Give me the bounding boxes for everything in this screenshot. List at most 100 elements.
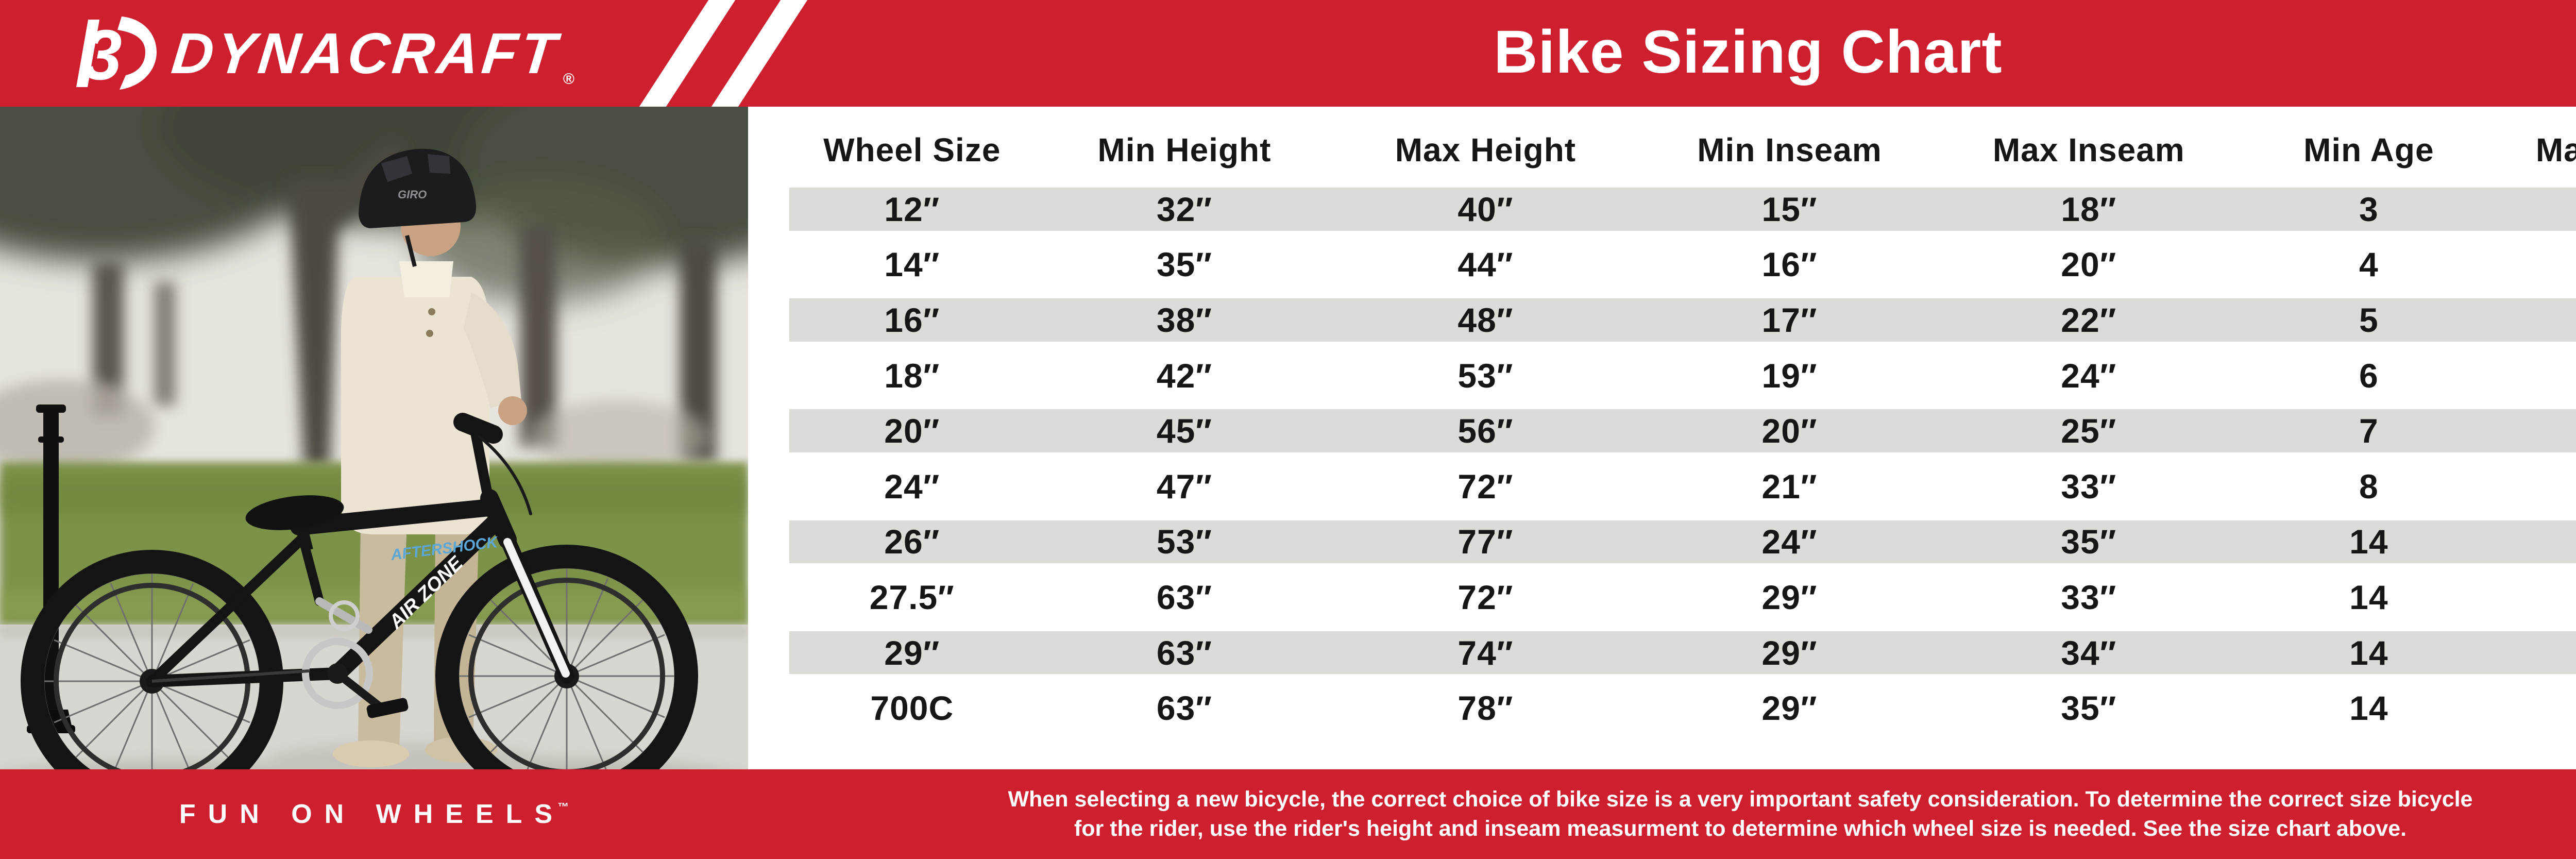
tagline: FUN ON WHEELS ™ bbox=[0, 769, 748, 859]
table-cell: 700C bbox=[870, 689, 954, 728]
boy-arm bbox=[464, 292, 521, 408]
table-cell: 99 bbox=[2502, 578, 2576, 617]
table-cell: 29″ bbox=[1761, 633, 1818, 672]
table-row: 26″ 53″ 77″ 24″ 35″ 14 99 bbox=[789, 514, 2576, 570]
table-cell: 18″ bbox=[884, 356, 940, 395]
table-row: 12″ 32″ 40″ 15″ 18″ 3 5 bbox=[789, 181, 2576, 237]
column-header: Min Inseam bbox=[1697, 131, 1882, 169]
table-cell: 22″ bbox=[2061, 300, 2117, 339]
dynacraft-logo: 3 DYNACRAFT ® bbox=[61, 13, 574, 93]
bike-frame bbox=[146, 413, 574, 687]
table-cell: 14 bbox=[2349, 689, 2388, 728]
table-cell: 21″ bbox=[1761, 467, 1818, 506]
table-row: 16″ 38″ 48″ 17″ 22″ 5 7 bbox=[789, 292, 2576, 348]
table-cell: 99 bbox=[2502, 522, 2576, 561]
table-cell: 40″ bbox=[1458, 190, 1514, 228]
helmet-brand-text: GIRO bbox=[398, 188, 427, 201]
table-cell: 14 bbox=[2502, 467, 2576, 506]
sizing-table-body: 12″ 32″ 40″ 15″ 18″ 3 5 14″ 35″ 44″ 16″ 20″ 4 6 16″ 38″… bbox=[789, 181, 2576, 736]
table-cell: 38″ bbox=[1156, 300, 1212, 339]
column-header: Max Inseam bbox=[1992, 131, 2185, 169]
sizing-table: Wheel Size Min Height Max Height Min Inseam… bbox=[789, 119, 2576, 736]
table-cell: 34″ bbox=[2061, 633, 2117, 672]
table-cell: 6 bbox=[2502, 245, 2576, 284]
table-cell: 63″ bbox=[1156, 689, 1212, 728]
table-cell: 6 bbox=[2359, 356, 2379, 395]
brake-cable bbox=[478, 435, 532, 515]
table-cell: 72″ bbox=[1458, 467, 1514, 506]
table-cell: 4 bbox=[2359, 245, 2379, 284]
table-cell: 29″ bbox=[1761, 689, 1818, 728]
table-row: 20″ 45″ 56″ 20″ 25″ 7 12 bbox=[789, 403, 2576, 459]
sizing-table-header: Wheel Size Min Height Max Height Min Inseam… bbox=[789, 119, 2576, 181]
table-cell: 35″ bbox=[1156, 245, 1212, 284]
brand-wordmark: DYNACRAFT bbox=[168, 21, 563, 86]
table-cell: 26″ bbox=[884, 523, 940, 561]
table-cell: 5 bbox=[2359, 300, 2379, 339]
table-cell: 29″ bbox=[1761, 578, 1818, 616]
table-row: 27.5″ 63″ 72″ 29″ 33″ 14 99 bbox=[789, 569, 2576, 625]
page-title: Bike Sizing Chart bbox=[1494, 18, 2003, 86]
table-cell: 19″ bbox=[1761, 356, 1818, 395]
table-cell: 78″ bbox=[1458, 689, 1514, 728]
table-cell: 24″ bbox=[1761, 523, 1818, 561]
handlebar-grip bbox=[453, 413, 503, 444]
column-header: Min Age bbox=[2303, 131, 2434, 169]
helmet-vent bbox=[381, 156, 412, 182]
table-row: 24″ 47″ 72″ 21″ 33″ 8 14 bbox=[789, 459, 2576, 514]
table-cell: 20″ bbox=[884, 412, 940, 450]
table-cell: 35″ bbox=[2061, 523, 2117, 561]
table-cell: 77″ bbox=[1458, 523, 1514, 561]
helmet-vent bbox=[428, 154, 450, 174]
table-cell: 48″ bbox=[1458, 300, 1514, 339]
footer-bar: FUN ON WHEELS ™ When selecting a new bicy… bbox=[0, 769, 2576, 859]
photo-boy-with-bike: GIRO bbox=[0, 107, 748, 769]
table-cell: 42″ bbox=[1156, 356, 1212, 395]
table-cell: 12″ bbox=[884, 190, 940, 228]
table-cell: 7 bbox=[2359, 412, 2379, 450]
registered-trademark-symbol: ® bbox=[563, 71, 574, 88]
suspension-shock bbox=[315, 597, 372, 634]
table-cell: 29″ bbox=[884, 633, 940, 672]
table-cell: 99 bbox=[2502, 688, 2576, 728]
table-cell: 25″ bbox=[2061, 412, 2117, 450]
boy-hand bbox=[498, 396, 527, 425]
table-cell: 5 bbox=[2502, 190, 2576, 229]
table-cell: 17″ bbox=[1761, 300, 1818, 339]
table-cell: 53″ bbox=[1156, 523, 1212, 561]
helmet-strap bbox=[405, 235, 417, 267]
trademark-symbol: ™ bbox=[557, 800, 569, 813]
table-cell: 33″ bbox=[2061, 467, 2117, 506]
table-row: 700C 63″ 78″ 29″ 35″ 14 99 bbox=[789, 680, 2576, 736]
table-cell: 45″ bbox=[1156, 412, 1212, 450]
table-cell: 3 bbox=[2359, 190, 2379, 228]
table-cell: 24″ bbox=[2061, 356, 2117, 395]
boy-sweater bbox=[341, 277, 489, 534]
chain bbox=[151, 669, 310, 683]
table-cell: 18″ bbox=[2061, 190, 2117, 228]
sweater-collar bbox=[399, 261, 453, 297]
tagline-text: FUN ON WHEELS bbox=[179, 799, 565, 829]
table-cell: 14″ bbox=[884, 245, 940, 284]
pedal bbox=[366, 698, 409, 718]
table-cell: 20″ bbox=[1761, 412, 1818, 450]
svg-text:3: 3 bbox=[82, 15, 122, 93]
column-header: Max Age bbox=[2535, 131, 2576, 169]
boy-shoe bbox=[333, 740, 409, 767]
column-header: Max Height bbox=[1395, 131, 1577, 169]
table-cell: 14 bbox=[2349, 578, 2388, 616]
table-cell: 16″ bbox=[884, 300, 940, 339]
table-cell: 35″ bbox=[2061, 689, 2117, 728]
photo-illustration: GIRO bbox=[0, 107, 748, 769]
table-cell: 9 bbox=[2502, 356, 2576, 395]
table-cell: 74″ bbox=[1458, 633, 1514, 672]
table-cell: 44″ bbox=[1458, 245, 1514, 284]
column-header: Wheel Size bbox=[823, 131, 1001, 169]
header-diagonal-stripe bbox=[639, 0, 736, 107]
white-fork bbox=[503, 538, 570, 678]
table-cell: 24″ bbox=[884, 467, 940, 506]
table-cell: 32″ bbox=[1156, 190, 1212, 228]
table-cell: 47″ bbox=[1156, 467, 1212, 506]
table-row: 14″ 35″ 44″ 16″ 20″ 4 6 bbox=[789, 237, 2576, 293]
